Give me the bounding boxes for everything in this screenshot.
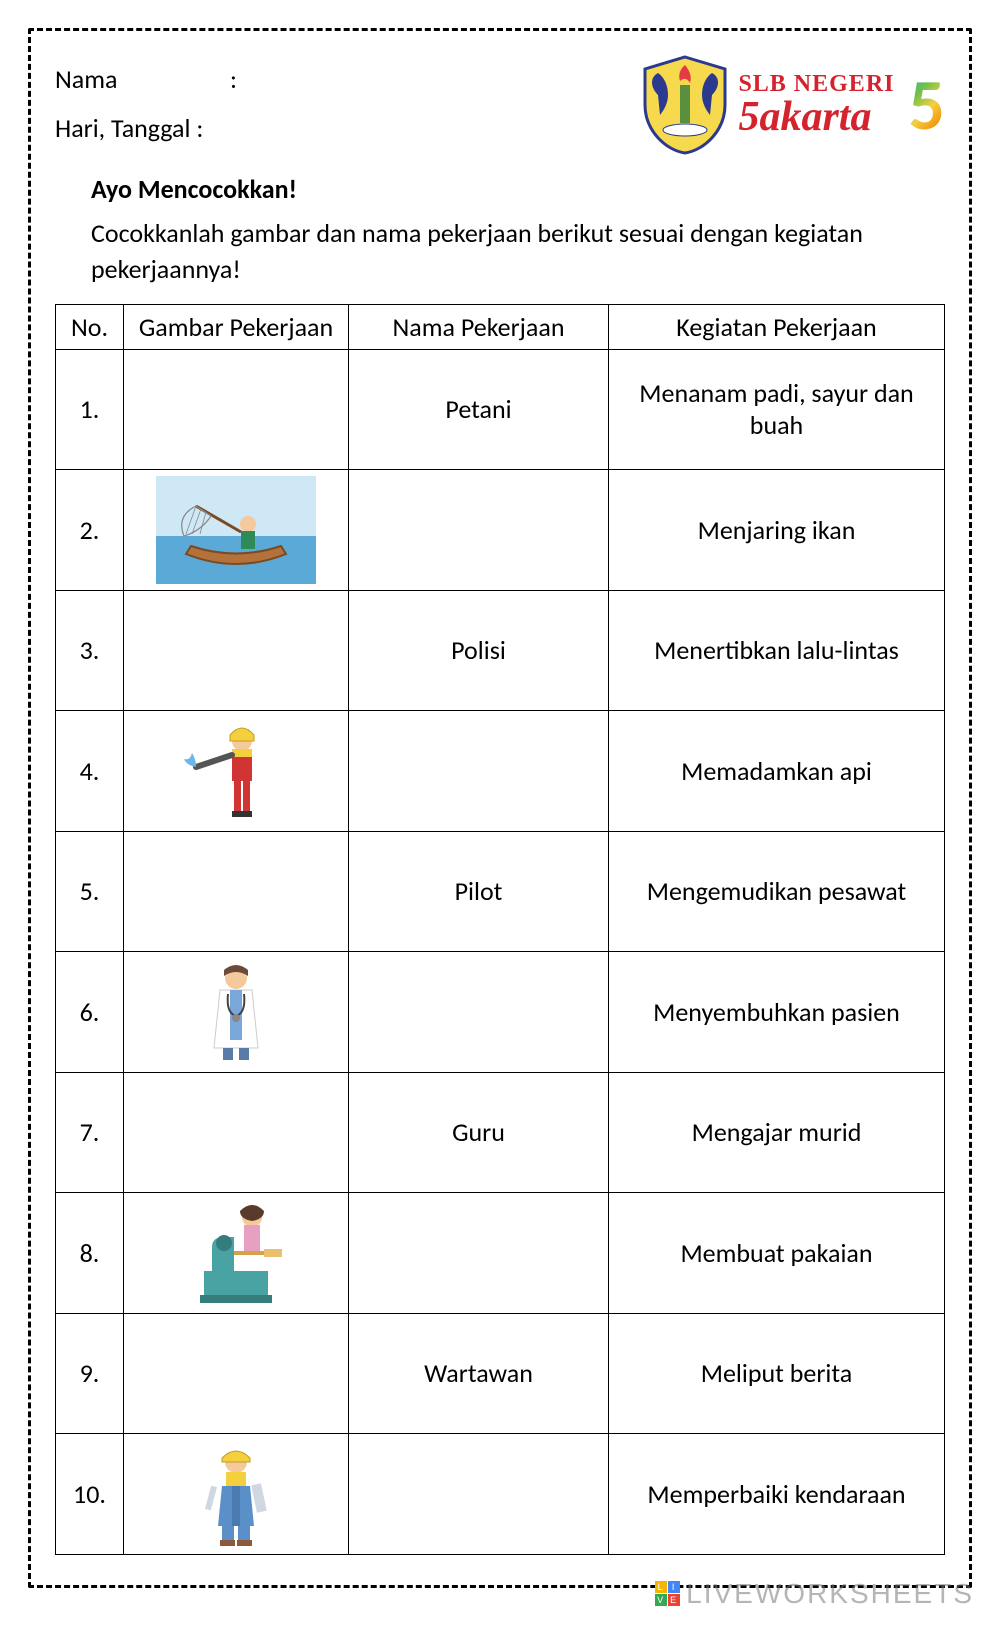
table-row: 4. Memadamkan api [56, 710, 945, 831]
tailor-icon [134, 1199, 338, 1307]
cell-no: 9. [56, 1313, 124, 1433]
logo-text: SLB NEGERI 5akarta [738, 72, 894, 138]
cell-image[interactable] [124, 1313, 349, 1433]
col-no: No. [56, 304, 124, 349]
table-row: 3. PolisiMenertibkan lalu-lintas [56, 590, 945, 710]
section-title: Ayo Mencocokkan! [91, 173, 945, 205]
fisherman-icon [134, 476, 338, 584]
cell-activity: Mengajar murid [609, 1072, 945, 1192]
cell-no: 3. [56, 590, 124, 710]
table-row: 6. Menyembuhkan pasien [56, 951, 945, 1072]
name-label: Nama [55, 55, 230, 104]
cell-activity: Menjaring ikan [609, 469, 945, 590]
cell-no: 6. [56, 951, 124, 1072]
cell-activity: Menertibkan lalu-lintas [609, 590, 945, 710]
cell-no: 5. [56, 831, 124, 951]
cell-activity: Menyembuhkan pasien [609, 951, 945, 1072]
mechanic-icon [134, 1440, 338, 1548]
table-header-row: No. Gambar Pekerjaan Nama Pekerjaan Kegi… [56, 304, 945, 349]
cell-no: 8. [56, 1192, 124, 1313]
logo-big5: 5 [909, 69, 946, 141]
cell-activity: Memadamkan api [609, 710, 945, 831]
col-nama: Nama Pekerjaan [349, 304, 609, 349]
doctor-icon [134, 958, 338, 1066]
table-row: 2. Menjaring ikan [56, 469, 945, 590]
cell-activity: Mengemudikan pesawat [609, 831, 945, 951]
cell-image[interactable] [124, 590, 349, 710]
col-kegiatan: Kegiatan Pekerjaan [609, 304, 945, 349]
cell-image[interactable] [124, 831, 349, 951]
cell-name[interactable]: Pilot [349, 831, 609, 951]
logo-line2: 5akarta [738, 96, 894, 138]
table-row: 7. GuruMengajar murid [56, 1072, 945, 1192]
watermark-badge-icon: LIVE [655, 1581, 680, 1606]
logo-line1: SLB NEGERI [738, 72, 894, 96]
date-field: Hari, Tanggal : [55, 104, 237, 153]
dashed-frame: Nama : Hari, Tanggal : [28, 28, 972, 1588]
cell-no: 10. [56, 1433, 124, 1554]
worksheet-table: No. Gambar Pekerjaan Nama Pekerjaan Kegi… [55, 304, 945, 1555]
cell-image[interactable] [124, 1192, 349, 1313]
cell-image[interactable] [124, 951, 349, 1072]
table-row: 8. Membuat pakaian [56, 1192, 945, 1313]
cell-image[interactable] [124, 349, 349, 469]
section-instruction: Cocokkanlah gambar dan nama pekerjaan be… [91, 215, 945, 288]
name-colon: : [230, 55, 237, 104]
col-gambar: Gambar Pekerjaan [124, 304, 349, 349]
table-row: 5. PilotMengemudikan pesawat [56, 831, 945, 951]
cell-image[interactable] [124, 469, 349, 590]
cell-no: 7. [56, 1072, 124, 1192]
watermark: LIVE LIVEWORKSHEETS [655, 1578, 974, 1610]
cell-image[interactable] [124, 1072, 349, 1192]
cell-no: 1. [56, 349, 124, 469]
table-row: 10. Memperbaiki kendaraan [56, 1433, 945, 1554]
name-field: Nama : [55, 55, 237, 104]
cell-activity: Membuat pakaian [609, 1192, 945, 1313]
cell-name[interactable] [349, 951, 609, 1072]
cell-name[interactable]: Wartawan [349, 1313, 609, 1433]
cell-name[interactable]: Guru [349, 1072, 609, 1192]
cell-name[interactable]: Petani [349, 349, 609, 469]
cell-activity: Meliput berita [609, 1313, 945, 1433]
cell-name[interactable] [349, 1433, 609, 1554]
cell-no: 4. [56, 710, 124, 831]
date-label: Hari, Tanggal : [55, 104, 203, 153]
firefighter-icon [134, 717, 338, 825]
shield-icon [640, 55, 730, 155]
cell-name[interactable] [349, 1192, 609, 1313]
cell-image[interactable] [124, 1433, 349, 1554]
table-row: 9. WartawanMeliput berita [56, 1313, 945, 1433]
cell-activity: Memperbaiki kendaraan [609, 1433, 945, 1554]
cell-name[interactable] [349, 710, 609, 831]
cell-name[interactable] [349, 469, 609, 590]
header-fields: Nama : Hari, Tanggal : [55, 55, 237, 154]
watermark-text: LIVEWORKSHEETS [686, 1578, 974, 1610]
cell-no: 2. [56, 469, 124, 590]
table-row: 1. PetaniMenanam padi, sayur dan buah [56, 349, 945, 469]
header-row: Nama : Hari, Tanggal : [55, 55, 945, 155]
cell-name[interactable]: Polisi [349, 590, 609, 710]
school-logo: SLB NEGERI 5akarta 5 [640, 55, 945, 155]
cell-image[interactable] [124, 710, 349, 831]
worksheet-page: Nama : Hari, Tanggal : [0, 0, 1000, 1616]
cell-activity: Menanam padi, sayur dan buah [609, 349, 945, 469]
